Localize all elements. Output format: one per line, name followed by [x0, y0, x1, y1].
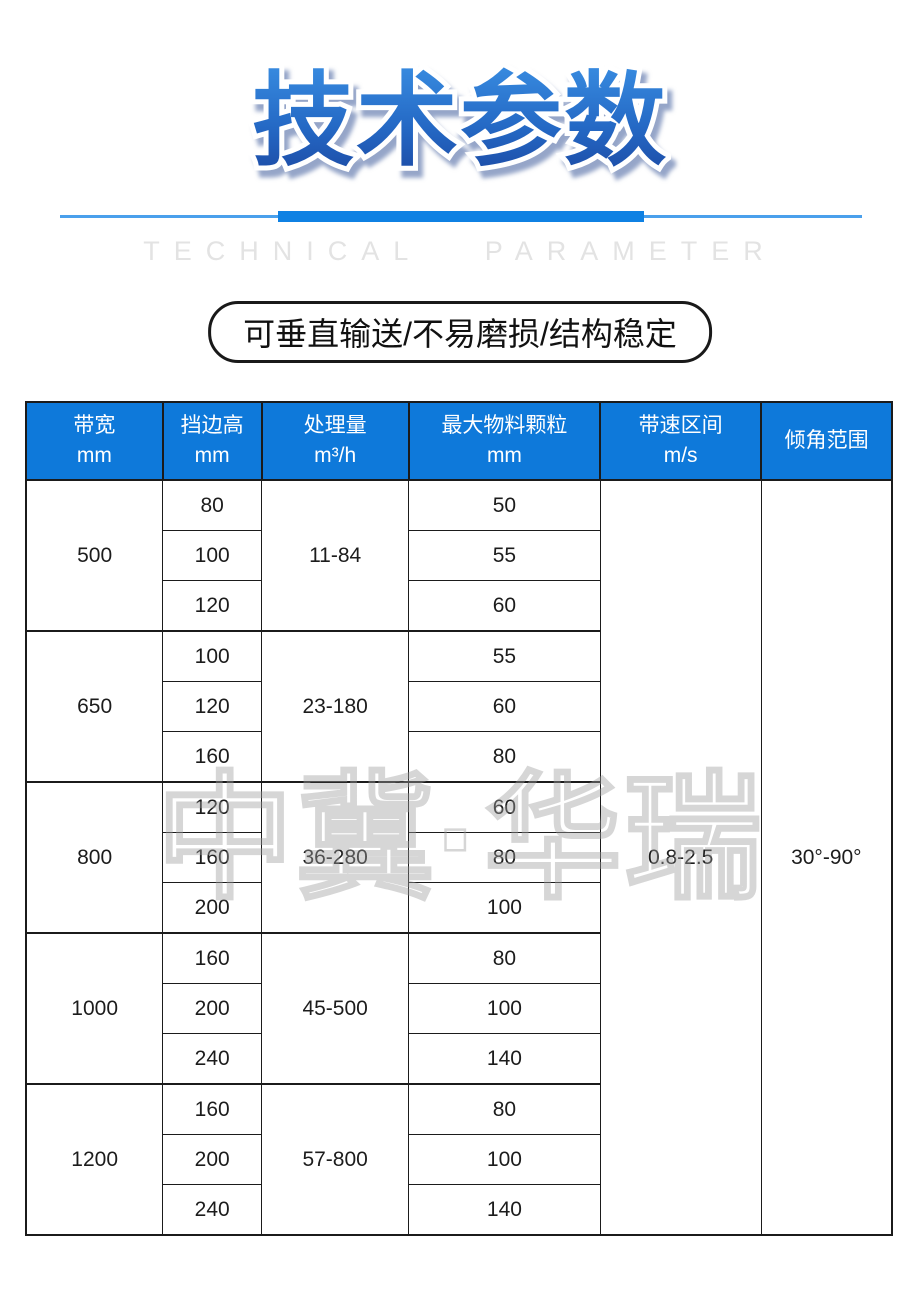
cell-max-particle: 140 — [408, 1033, 601, 1085]
cell-edge-height: 200 — [162, 882, 263, 934]
table-row: 200 100 — [26, 1134, 892, 1185]
cell-max-particle: 80 — [408, 731, 601, 783]
header-label: 倾角范围 — [784, 428, 869, 452]
feature-badge: 可垂直输送/不易磨损/结构稳定 — [208, 301, 712, 363]
header-angle-range: 倾角范围 — [760, 401, 893, 481]
table-row: 100 55 — [26, 530, 892, 581]
table-row: 120 60 — [26, 681, 892, 732]
cell-belt-width: 1200 — [25, 1083, 164, 1236]
cell-edge-height: 120 — [162, 681, 263, 732]
cell-max-particle: 140 — [408, 1184, 601, 1236]
cell-capacity-range: 45-500 — [261, 932, 410, 1085]
cell-capacity-range: 36-280 — [261, 781, 410, 934]
header-speed-range: 带速区间 m/s — [599, 401, 763, 481]
cell-max-particle: 55 — [408, 530, 601, 581]
header-label: 处理量 — [303, 413, 367, 437]
table-row: 120 60 — [26, 580, 892, 632]
header-label: 最大物料颗粒 — [441, 413, 568, 437]
table-row: 200 100 — [26, 882, 892, 934]
header-label: 带速区间 — [638, 413, 723, 437]
header-unit: mm — [76, 444, 112, 467]
table-row: 240 140 — [26, 1184, 892, 1236]
page-title-text: 技术参数 — [252, 58, 668, 186]
cell-max-particle: 80 — [408, 1083, 601, 1135]
header-label: 挡边高 — [180, 413, 244, 437]
subtitle: TECHNICAL PARAMETER — [143, 236, 777, 266]
page-title-outline: 技术参数 — [247, 58, 671, 186]
cell-max-particle: 60 — [408, 681, 601, 732]
underline-accent-bar — [278, 211, 644, 222]
cell-max-particle: 100 — [408, 1134, 601, 1185]
cell-capacity-range: 23-180 — [261, 630, 410, 783]
cell-max-particle: 60 — [408, 580, 601, 632]
cell-capacity-range: 57-800 — [261, 1083, 410, 1236]
cell-speed-range: 0.8-2.5 — [599, 479, 762, 1236]
header-edge-height: 挡边高 mm — [161, 401, 263, 481]
cell-edge-height: 120 — [162, 580, 263, 632]
header-label: 带宽 — [73, 413, 116, 437]
cell-edge-height: 240 — [162, 1184, 263, 1236]
cell-belt-width: 500 — [25, 479, 164, 632]
header-capacity: 处理量 m³/h — [260, 401, 410, 481]
header-unit: m³/h — [314, 444, 357, 467]
cell-max-particle: 80 — [408, 932, 601, 984]
header-unit: m/s — [663, 444, 698, 467]
table-row: 500 80 11-84 50 0.8-2.5 30°-90° — [25, 479, 893, 1236]
header-unit: mm — [486, 444, 522, 467]
cell-edge-height: 160 — [162, 1083, 263, 1135]
cell-max-particle: 80 — [408, 832, 601, 883]
cell-capacity-range: 11-84 — [261, 479, 410, 632]
table-row: 240 140 — [26, 1033, 892, 1085]
cell-edge-height: 160 — [162, 932, 263, 984]
cell-max-particle: 55 — [408, 630, 601, 682]
header-row: 带宽 mm 挡边高 mm 处理量 m³/h 最大物料颗粒 mm — [25, 401, 893, 481]
spec-table: 带宽 mm 挡边高 mm 处理量 m³/h 最大物料颗粒 mm — [25, 401, 893, 1236]
cell-edge-height: 200 — [162, 983, 263, 1034]
title-underline — [60, 211, 862, 223]
table-row: 200 100 — [26, 983, 892, 1034]
table-row: 160 80 — [26, 832, 892, 883]
header-unit: mm — [194, 444, 230, 467]
table-row: 650 100 23-180 55 — [25, 630, 892, 783]
cell-edge-height: 240 — [162, 1033, 263, 1085]
cell-max-particle: 50 — [408, 479, 601, 531]
cell-max-particle: 60 — [408, 781, 601, 833]
table-row: 800 120 36-280 60 — [25, 781, 892, 934]
cell-edge-height: 160 — [162, 731, 263, 783]
header-belt-width: 带宽 mm — [25, 401, 164, 481]
table-row: 1200 160 57-800 80 — [25, 1083, 892, 1236]
cell-max-particle: 100 — [408, 882, 601, 934]
spec-table-container: 带宽 mm 挡边高 mm 处理量 m³/h 最大物料颗粒 mm — [25, 401, 893, 1236]
cell-belt-width: 800 — [25, 781, 164, 934]
cell-edge-height: 120 — [162, 781, 263, 833]
cell-edge-height: 100 — [162, 630, 263, 682]
cell-edge-height: 200 — [162, 1134, 263, 1185]
header-max-particle: 最大物料颗粒 mm — [407, 401, 602, 481]
cell-belt-width: 650 — [25, 630, 164, 783]
cell-edge-height: 100 — [162, 530, 263, 581]
cell-angle-range: 30°-90° — [760, 479, 893, 1236]
cell-max-particle: 100 — [408, 983, 601, 1034]
cell-edge-height: 80 — [162, 479, 263, 531]
cell-belt-width: 1000 — [25, 932, 164, 1085]
page-title: 技术参数 技术参数 — [0, 58, 920, 208]
cell-edge-height: 160 — [162, 832, 263, 883]
